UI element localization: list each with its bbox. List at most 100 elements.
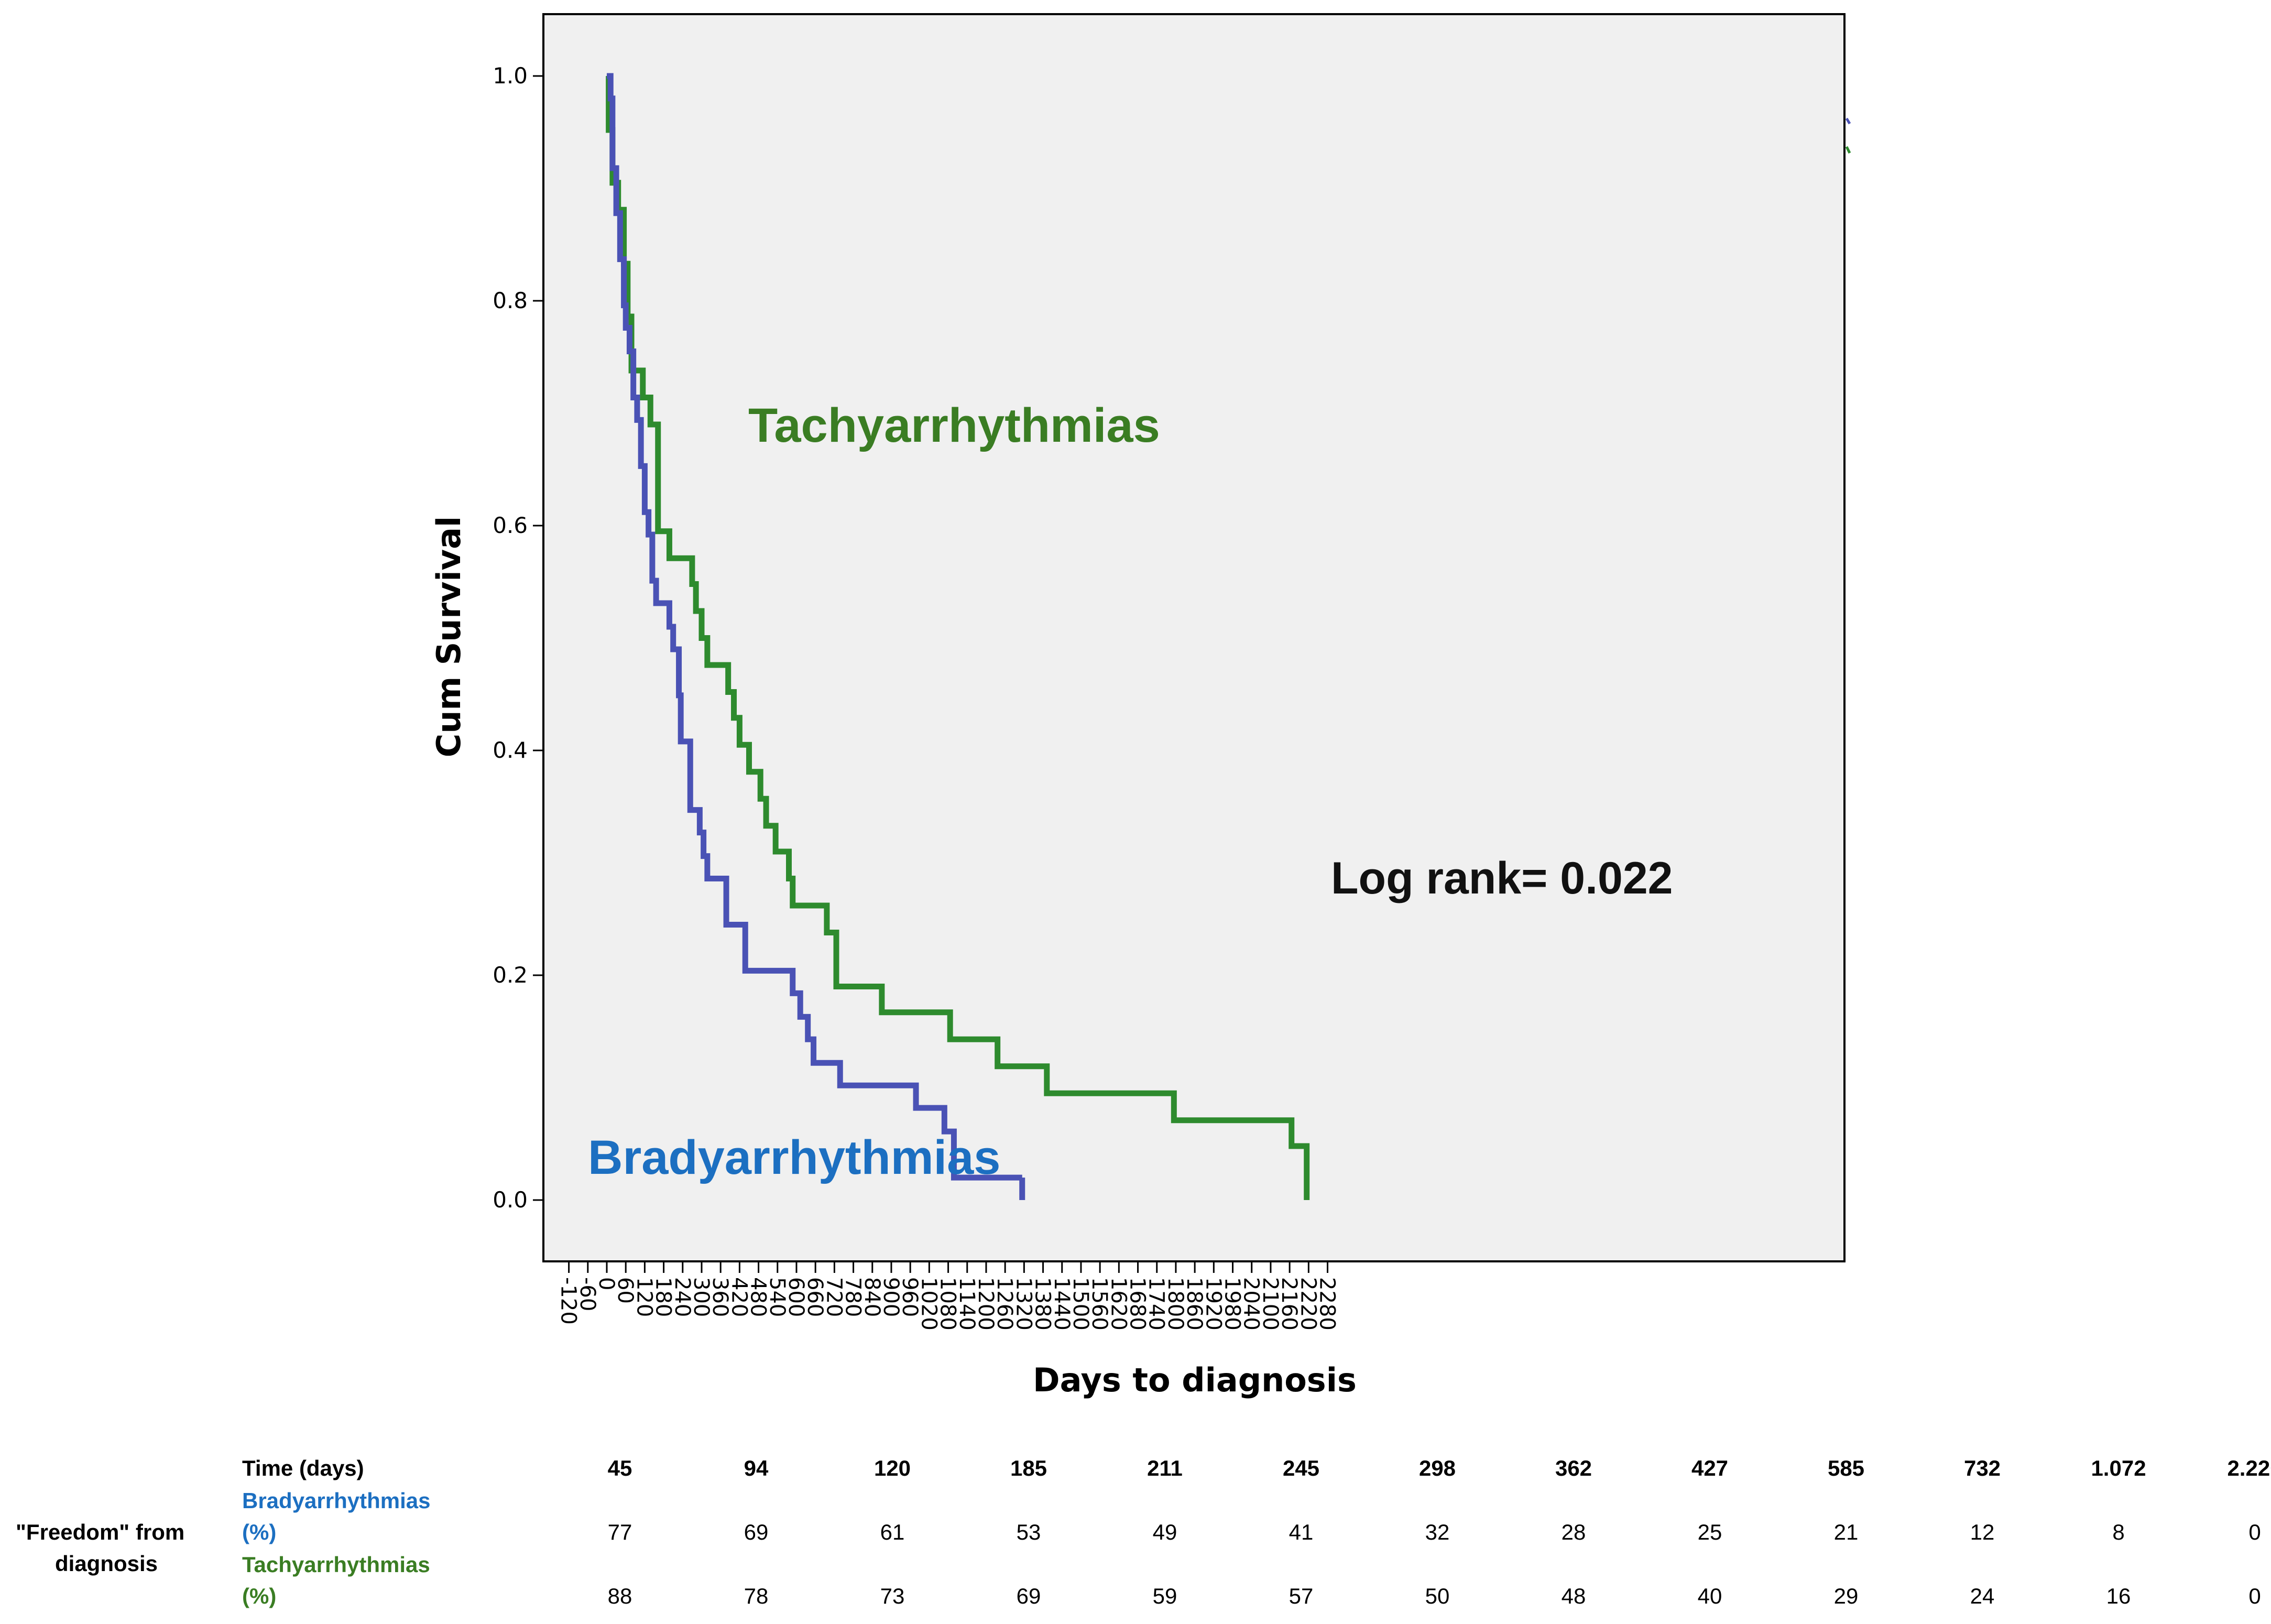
x-tick-label: 1500: [1068, 1277, 1093, 1331]
table-tachy-cell: 40: [1697, 1584, 1722, 1608]
table-time-cell: 120: [874, 1456, 911, 1480]
x-tick-label: 2280: [1315, 1277, 1339, 1331]
x-tick-label: 1560: [1087, 1277, 1111, 1331]
x-tick-label: 600: [784, 1277, 808, 1317]
table-time-cell: 94: [744, 1456, 769, 1480]
table-time-cell: 732: [1963, 1456, 2001, 1480]
table-tachy-cell: 48: [1561, 1584, 1586, 1608]
x-tick-label: 240: [670, 1277, 694, 1317]
x-tick-label: 780: [841, 1277, 865, 1317]
x-tick-label: 1740: [1144, 1277, 1169, 1331]
table-brady-cell: 12: [1970, 1520, 1995, 1544]
table-tachy-cell: 73: [880, 1584, 905, 1608]
x-tick-label: 1320: [1011, 1277, 1035, 1331]
table-tachy-cell: 59: [1152, 1584, 1177, 1608]
x-tick-label: 0: [594, 1277, 618, 1290]
x-axis: -120-60060120180240300360420480540600660…: [556, 1261, 1339, 1331]
x-tick-label: 900: [879, 1277, 903, 1317]
table-tachy-cell: 50: [1425, 1584, 1450, 1608]
km-chart: 0.0 0.2 0.4 0.6 0.8 1.0 -120-6006012018024030…: [430, 13, 1851, 1399]
table-tachy-cell: 78: [744, 1584, 769, 1608]
tachyarrhythmias-curve: [606, 73, 1310, 1200]
bradyarrhythmias-curve: [607, 73, 1022, 1181]
table-time-cell: 45: [607, 1456, 632, 1480]
table-brady-cell: 53: [1016, 1520, 1041, 1544]
y-tick-label: 0.4: [493, 737, 528, 763]
table-brady-cell: 8: [2112, 1520, 2125, 1544]
x-tick-label: 1260: [992, 1277, 1017, 1331]
table-tachy-cell: 88: [607, 1584, 632, 1608]
y-axis-title: Cum Survival: [430, 516, 468, 757]
x-tick-label: 720: [822, 1277, 846, 1317]
table-time-cell: 185: [1010, 1456, 1047, 1480]
legend-fragment-green: [1845, 146, 1851, 154]
table-brady-cell: 21: [1833, 1520, 1859, 1544]
table-group-label-line1: "Freedom" from: [16, 1520, 185, 1544]
x-tick-label: 1380: [1031, 1277, 1055, 1331]
x-tick-label: 60: [613, 1277, 637, 1304]
x-tick-label: 1620: [1106, 1277, 1130, 1331]
table-tachy-cell: 16: [2106, 1584, 2131, 1608]
table-time-label: Time (days): [242, 1456, 364, 1480]
bradyarrhythmias-label: Bradyarrhythmias: [588, 1131, 1000, 1184]
x-tick-label: 1680: [1126, 1277, 1150, 1331]
x-tick-label: 540: [765, 1277, 789, 1317]
x-tick-label: -60: [575, 1277, 599, 1311]
table-brady-cell: 61: [880, 1520, 905, 1544]
table-brady-cell: 0: [2248, 1520, 2261, 1544]
x-tick-label: 1080: [936, 1277, 960, 1331]
y-tick-label: 0.8: [493, 288, 528, 313]
x-tick-label: 180: [651, 1277, 675, 1317]
table-tachy-cell: 24: [1970, 1584, 1995, 1608]
y-axis: 0.0 0.2 0.4 0.6 0.8 1.0: [493, 63, 543, 1213]
table-time-cell: 585: [1827, 1456, 1865, 1480]
x-axis-title: Days to diagnosis: [1033, 1361, 1357, 1399]
x-tick-label: 1980: [1220, 1277, 1244, 1331]
x-tick-label: 1140: [955, 1277, 979, 1331]
x-tick-label: 2220: [1296, 1277, 1320, 1331]
table-brady-label: Bradyarrhythmias: [242, 1488, 431, 1513]
x-tick-label: 2100: [1258, 1277, 1282, 1331]
x-tick-label: 480: [746, 1277, 770, 1317]
y-tick-label: 0.6: [493, 513, 528, 538]
freedom-from-diagnosis-table: Time (days) "Freedom" from diagnosis Bra…: [0, 1446, 2271, 1614]
x-tick-label: 420: [727, 1277, 751, 1317]
x-tick-label: 840: [860, 1277, 884, 1317]
table-tachy-cell: 57: [1289, 1584, 1314, 1608]
y-tick-label: 1.0: [493, 63, 528, 89]
table-tachy-cell: 29: [1833, 1584, 1859, 1608]
y-tick-label: 0.0: [493, 1187, 528, 1213]
x-tick-label: 960: [898, 1277, 922, 1317]
table-time-cell: 427: [1691, 1456, 1729, 1480]
y-tick-label: 0.2: [493, 962, 528, 988]
x-tick-label: 1200: [974, 1277, 998, 1331]
log-rank-annotation: Log rank= 0.022: [1331, 853, 1673, 903]
table-time-cell: 1.072: [2091, 1456, 2146, 1480]
plot-area: [542, 13, 1846, 1262]
table-brady-cell: 28: [1561, 1520, 1586, 1544]
x-tick-label: 2160: [1277, 1277, 1301, 1331]
table-brady-unit: (%): [242, 1520, 277, 1544]
table-brady-cell: 49: [1152, 1520, 1177, 1544]
table-time-cell: 245: [1282, 1456, 1320, 1480]
table-time-cell: 2.220: [2227, 1456, 2271, 1480]
table-brady-cell: 69: [744, 1520, 769, 1544]
x-tick-label: -120: [556, 1277, 581, 1325]
table-time-cell: 298: [1418, 1456, 1456, 1480]
x-tick-label: 360: [708, 1277, 732, 1317]
table-brady-cell: 25: [1697, 1520, 1722, 1544]
table-brady-cell: 77: [607, 1520, 632, 1544]
x-tick-label: 1440: [1050, 1277, 1074, 1331]
tachyarrhythmias-label: Tachyarrhythmias: [748, 399, 1160, 452]
survival-curves: [606, 73, 1310, 1200]
table-time-cell: 362: [1555, 1456, 1592, 1480]
x-tick-label: 1920: [1201, 1277, 1225, 1331]
x-tick-label: 2040: [1239, 1277, 1263, 1331]
x-tick-label: 300: [689, 1277, 713, 1317]
x-tick-label: 660: [803, 1277, 827, 1317]
table-brady-cell: 32: [1425, 1520, 1450, 1544]
x-tick-label: 1020: [916, 1277, 941, 1331]
legend-fragment-blue: [1845, 117, 1851, 125]
table-group-label-line2: diagnosis: [55, 1551, 158, 1576]
table-tachy-cell: 0: [2248, 1584, 2261, 1608]
